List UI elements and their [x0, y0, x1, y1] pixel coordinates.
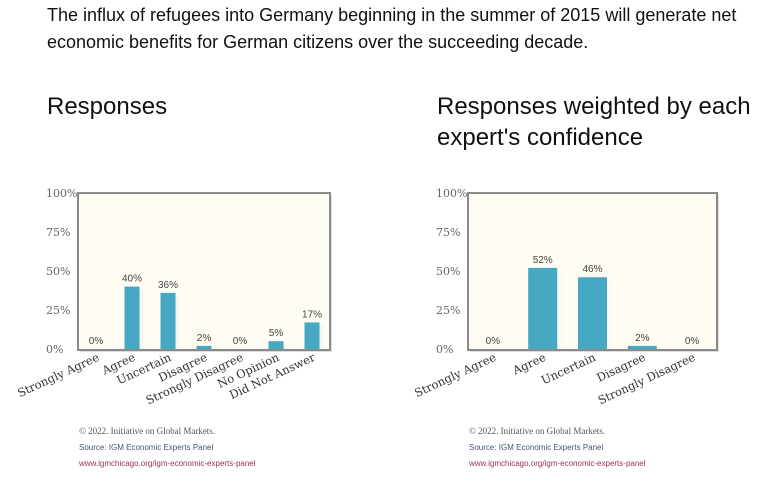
data-label: 36%	[158, 280, 178, 291]
y-tick-label: 75%	[46, 226, 70, 239]
y-tick-label: 25%	[436, 304, 460, 317]
footer-url-1[interactable]: www.igmchicago.org/igm-economic-experts-…	[79, 459, 256, 468]
bar	[124, 286, 140, 349]
bar	[627, 345, 657, 349]
footer-source-1: Source: IGM Economic Experts Panel	[79, 443, 214, 452]
chart-title-responses: Responses	[47, 93, 168, 120]
bar	[304, 322, 320, 349]
data-label: 52%	[533, 255, 553, 266]
data-label: 17%	[302, 309, 322, 320]
data-label: 0%	[89, 336, 104, 347]
data-label: 2%	[635, 333, 650, 344]
bar	[268, 341, 284, 349]
y-tick-label: 75%	[436, 226, 460, 239]
y-tick-label: 0%	[436, 343, 453, 356]
bar	[578, 277, 607, 349]
data-label: 0%	[486, 336, 501, 347]
data-label: 40%	[122, 274, 142, 285]
bar	[196, 345, 212, 349]
data-label: 5%	[269, 328, 284, 339]
question-text: The influx of refugees into Germany begi…	[47, 5, 737, 52]
x-tick-label: Strongly Agree	[15, 350, 101, 400]
footer-source-2: Source: IGM Economic Experts Panel	[469, 443, 604, 452]
data-label: 0%	[685, 336, 700, 347]
data-label: 46%	[582, 264, 602, 275]
y-tick-label: 100%	[436, 187, 467, 200]
y-tick-label: 0%	[46, 343, 63, 356]
data-label: 2%	[197, 333, 212, 344]
bar	[528, 267, 558, 349]
chart-title-weighted: Responses weighted by each expert's conf…	[437, 93, 751, 151]
x-tick-label: Uncertain	[539, 350, 598, 388]
data-label: 0%	[233, 336, 248, 347]
bar	[160, 292, 176, 349]
y-tick-label: 50%	[436, 265, 460, 278]
footer-copyright-1: © 2022. Initiative on Global Markets.	[79, 426, 216, 436]
y-tick-label: 100%	[46, 187, 77, 200]
footer-copyright-2: © 2022. Initiative on Global Markets.	[469, 426, 606, 436]
y-tick-label: 50%	[46, 265, 70, 278]
footer-url-2[interactable]: www.igmchicago.org/igm-economic-experts-…	[469, 459, 646, 468]
plot-area	[77, 192, 331, 351]
y-tick-label: 25%	[46, 304, 70, 317]
x-tick-label: Strongly Agree	[412, 350, 498, 400]
